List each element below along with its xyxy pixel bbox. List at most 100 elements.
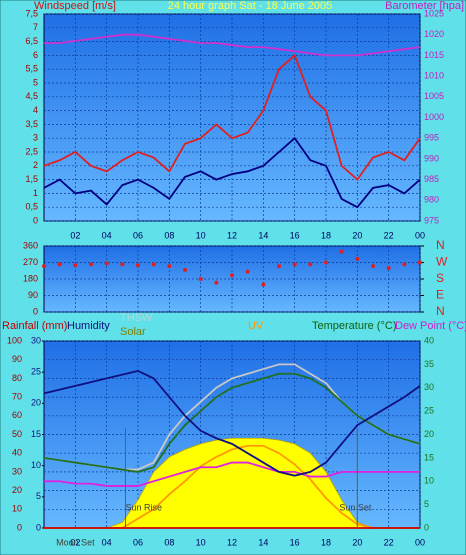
x-tick-label: 12 — [227, 230, 237, 240]
y-tick-label: 1,5 — [25, 174, 38, 184]
y-tick-label: 60 — [12, 410, 22, 420]
y-tick-label: 90 — [28, 290, 38, 300]
x-tick-label: 00 — [415, 537, 425, 547]
y-tick-label: 7 — [33, 22, 38, 32]
y-tick-label: 6,5 — [25, 36, 38, 46]
legend-label: Temperature (°C) — [312, 320, 396, 332]
series-line — [43, 372, 421, 473]
data-point — [57, 262, 62, 267]
y2-tick-label: 5 — [424, 499, 429, 509]
data-point — [261, 282, 266, 287]
data-point — [89, 262, 93, 267]
y-tick-label: 360 — [23, 240, 38, 250]
legend-label: Solar — [120, 326, 146, 338]
y2-tick-label: 10 — [424, 476, 434, 486]
x-tick-label: 02 — [70, 537, 80, 547]
y-tick-label: 270 — [23, 257, 38, 267]
y2-tick-label: 990 — [424, 153, 439, 163]
data-point — [198, 277, 203, 281]
y3-tick-label: 5 — [36, 491, 41, 501]
y-tick-label: 3 — [33, 133, 38, 143]
y-tick-label: 0 — [33, 306, 38, 316]
x-tick-label: 08 — [164, 537, 174, 547]
y3-tick-label: 20 — [31, 398, 41, 408]
y2-tick-label: 985 — [424, 174, 439, 184]
data-point — [230, 273, 234, 278]
y3-tick-label: 30 — [31, 335, 41, 345]
y-tick-label: 10 — [12, 504, 22, 514]
y2-tick-label: W — [436, 255, 448, 269]
y2-tick-label: 1025 — [424, 8, 444, 18]
series-line — [43, 136, 421, 209]
y-tick-label: 50 — [12, 429, 22, 439]
data-point — [245, 269, 250, 274]
x-tick-label: 00 — [415, 230, 425, 240]
series-line — [43, 369, 421, 477]
y2-tick-label: E — [436, 288, 444, 302]
data-point — [386, 266, 391, 270]
chart-title: 24 hour graph Sat - 18 June 2005 — [168, 0, 333, 12]
legend-label: Rainfall (mm) — [2, 320, 67, 332]
y2-tick-label: 20 — [424, 429, 434, 439]
y-tick-label: 7,5 — [25, 8, 38, 18]
x-tick-label: 22 — [384, 230, 394, 240]
legend-label: UV — [248, 320, 264, 332]
y-tick-label: 100 — [7, 335, 22, 345]
y-tick-label: 90 — [12, 354, 22, 364]
y2-tick-label: 1000 — [424, 112, 444, 122]
data-point — [136, 263, 140, 268]
y2-tick-label: 1020 — [424, 29, 444, 39]
data-point — [104, 261, 109, 266]
y3-tick-label: 15 — [31, 429, 41, 439]
data-point — [418, 260, 422, 265]
y-tick-label: 70 — [12, 391, 22, 401]
y2-axis-label: Barometer [hpa] — [385, 0, 464, 12]
y2-tick-label: 0 — [424, 522, 429, 532]
y2-tick-label: S — [436, 271, 444, 285]
y3-tick-label: 0 — [36, 522, 41, 532]
y2-tick-label: 975 — [424, 215, 439, 225]
x-tick-label: 20 — [352, 537, 362, 547]
x-tick-label: 20 — [352, 230, 362, 240]
data-point — [73, 263, 78, 268]
data-point — [151, 262, 156, 267]
x-tick-label: 14 — [258, 230, 268, 240]
series-line — [44, 33, 421, 57]
data-point — [277, 264, 281, 269]
data-point — [120, 262, 125, 267]
y-tick-label: 5 — [33, 77, 38, 87]
y-tick-label: 0 — [33, 215, 38, 225]
y3-tick-label: 10 — [31, 460, 41, 470]
y2-tick-label: 35 — [424, 359, 434, 369]
y-tick-label: 0,5 — [25, 202, 38, 212]
x-tick-label: 18 — [321, 537, 331, 547]
y2-tick-label: 15 — [424, 452, 434, 462]
x-tick-label: 10 — [196, 537, 206, 547]
y2-tick-label: 1010 — [424, 70, 444, 80]
y-tick-label: 40 — [12, 448, 22, 458]
y-tick-label: 30 — [12, 466, 22, 476]
y-tick-label: 20 — [12, 485, 22, 495]
series-line — [43, 53, 421, 181]
y3-tick-label: 25 — [31, 367, 41, 377]
y-tick-label: 180 — [23, 273, 38, 283]
x-tick-label: 06 — [133, 537, 143, 547]
y-tick-label: 4 — [33, 105, 38, 115]
y-axis-label: Windspeed [m/s] — [34, 0, 116, 12]
y-tick-label: 2 — [33, 160, 38, 170]
y2-tick-label: N — [436, 304, 445, 318]
y2-tick-label: 25 — [424, 406, 434, 416]
data-point — [214, 280, 219, 285]
y2-tick-label: N — [436, 238, 445, 252]
y-tick-label: 0 — [17, 522, 22, 532]
y2-tick-label: 40 — [424, 335, 434, 345]
y-tick-label: 80 — [12, 373, 22, 383]
x-tick-label: 16 — [290, 537, 300, 547]
data-point — [183, 267, 187, 272]
x-tick-label: 22 — [384, 537, 394, 547]
legend-label: THSW — [120, 312, 153, 324]
x-tick-label: 14 — [258, 537, 268, 547]
y2-tick-label: 30 — [424, 382, 434, 392]
data-point — [167, 264, 172, 269]
